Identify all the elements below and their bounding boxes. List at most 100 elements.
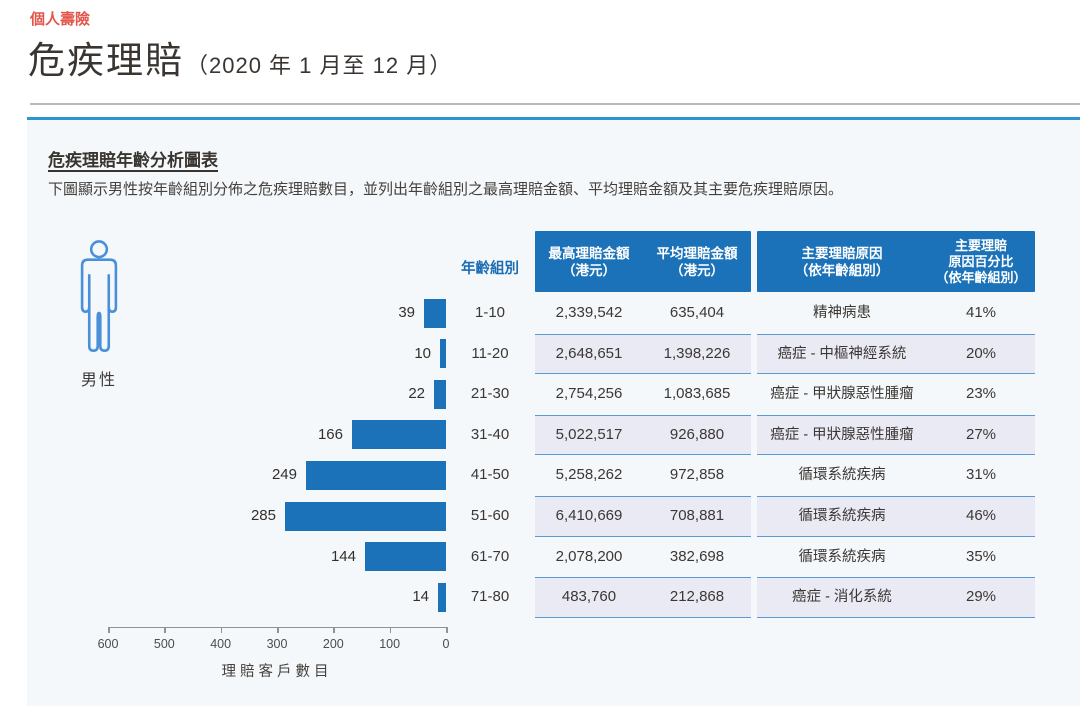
max-claim-cell: 2,339,542 — [555, 304, 623, 321]
page-title-period: （2020 年 1 月至 12 月） — [186, 53, 453, 78]
main-reason-cell: 癌症 - 甲狀腺惡性腫瘤 — [770, 426, 914, 443]
reason-pct-cell: 31% — [965, 466, 997, 484]
age-group-cell: 11-20 — [471, 344, 509, 362]
x-axis-tick-label: 100 — [379, 637, 401, 651]
avg-claim-cell: 708,881 — [669, 507, 725, 524]
row-stripe-amount — [535, 577, 751, 618]
max-claim-cell: 5,258,262 — [555, 466, 623, 484]
avg-claim-cell: 212,868 — [669, 588, 725, 606]
panel-heading: 危疾理賠年齡分析圖表 — [48, 151, 218, 170]
avg-claim-cell: 382,698 — [669, 547, 725, 565]
table-row: 22 21-30 2,754,256 1,083,685 癌症 - 甲狀腺惡性腫瘤 23% — [27, 374, 1080, 415]
claims-bar — [306, 460, 446, 490]
max-claim-cell: 2,648,651 — [555, 344, 623, 362]
claims-bar — [424, 298, 446, 328]
reason-pct-cell: 29% — [965, 588, 997, 606]
gender-label: 男性 — [80, 372, 117, 389]
main-reason-cell: 精神病患 — [813, 305, 871, 321]
x-axis-tick-label: 200 — [322, 637, 344, 651]
x-axis-title: 理賠客戶數目 — [221, 664, 333, 680]
row-stripe-amount — [535, 496, 751, 537]
main-reason-cell: 癌症 - 甲狀腺惡性腫瘤 — [770, 386, 914, 403]
table-row: 249 41-50 5,258,262 972,858 循環系統疾病 31% — [27, 455, 1080, 496]
row-stripe-amount — [535, 333, 751, 375]
age-group-cell: 31-40 — [470, 425, 510, 443]
row-stripe-reason — [757, 577, 1035, 618]
reason-pct-cell: 41% — [965, 304, 997, 321]
avg-claim-cell: 1,083,685 — [663, 385, 731, 403]
page-title: 危疾理賠（2020 年 1 月至 12 月） — [28, 30, 452, 84]
claims-bar-value: 144 — [330, 547, 356, 565]
age-group-cell: 21-30 — [470, 385, 510, 403]
claims-bar — [365, 542, 446, 572]
max-claim-cell: 2,078,200 — [555, 547, 623, 565]
page-title-text: 危疾理賠 — [28, 40, 184, 81]
age-group-cell: 41-50 — [470, 466, 510, 484]
claims-bar — [285, 501, 446, 531]
table-row: 285 51-60 6,410,669 708,881 循環系統疾病 46% — [27, 496, 1080, 537]
row-stripe-amount — [535, 414, 751, 456]
avg-claim-cell: 926,880 — [669, 425, 725, 443]
main-reason-cell: 癌症 - 消化系統 — [792, 589, 892, 606]
claims-bar-value: 22 — [408, 385, 425, 403]
claims-bar-value: 14 — [412, 588, 429, 606]
table-row: 14 71-80 483,760 212,868 癌症 - 消化系統 29% — [27, 577, 1080, 618]
reason-pct-cell: 27% — [965, 425, 997, 443]
x-axis-tick-label: 0 — [442, 637, 450, 651]
avg-claim-cell: 635,404 — [669, 304, 725, 321]
claims-bar — [434, 379, 446, 409]
table-row: 10 11-20 2,648,651 1,398,226 癌症 - 中樞神經系統 20% — [27, 333, 1080, 375]
age-group-cell: 71-80 — [470, 588, 510, 606]
x-axis-tick-label: 300 — [266, 637, 288, 651]
column-header-avg-claim: 平均理賠金額 （港元） — [656, 245, 738, 278]
category-label: 個人壽險 — [30, 11, 91, 28]
claims-bar — [352, 420, 446, 450]
claims-bar-value: 166 — [317, 425, 343, 443]
max-claim-cell: 5,022,517 — [555, 425, 623, 443]
max-claim-cell: 2,754,256 — [555, 385, 623, 403]
x-axis-tick — [220, 627, 223, 633]
table-row: 39 1-10 2,339,542 635,404 精神病患 41% — [27, 293, 1080, 334]
age-group-cell: 1-10 — [474, 304, 506, 321]
x-axis-tick — [446, 627, 448, 633]
row-stripe-reason — [757, 414, 1035, 456]
reason-pct-cell: 20% — [965, 344, 997, 362]
x-axis-tick — [333, 627, 335, 633]
claims-bar-value: 10 — [414, 344, 431, 362]
x-axis-tick-label: 600 — [97, 637, 119, 651]
x-axis-tick — [389, 627, 392, 633]
column-header-age-group: 年齡組別 — [461, 261, 519, 277]
column-header-reason-percentage: 主要理賠 原因百分比 （依年齡組別） — [935, 237, 1027, 285]
max-claim-cell: 6,410,669 — [555, 507, 623, 524]
x-axis-tick — [164, 627, 166, 633]
x-axis-tick-label: 400 — [210, 637, 232, 651]
row-stripe-reason — [757, 333, 1035, 375]
reason-header-box: 主要理賠原因 （依年齡組別） 主要理賠 原因百分比 （依年齡組別） — [757, 231, 1035, 292]
claims-bar — [438, 582, 446, 612]
reason-pct-cell: 46% — [965, 507, 997, 524]
claims-bar — [440, 339, 446, 369]
column-header-max-claim: 最高理賠金額 （港元） — [548, 245, 630, 278]
column-header-main-reason: 主要理賠原因 （依年齡組別） — [794, 245, 890, 278]
reason-pct-cell: 35% — [965, 547, 997, 565]
title-divider — [30, 103, 1080, 105]
claims-bar-value: 39 — [398, 304, 415, 321]
table-row: 144 61-70 2,078,200 382,698 循環系統疾病 35% — [27, 537, 1080, 578]
age-group-cell: 61-70 — [470, 547, 510, 565]
main-reason-cell: 癌症 - 中樞神經系統 — [777, 345, 907, 362]
max-claim-cell: 483,760 — [561, 588, 617, 606]
analysis-panel: 危疾理賠年齡分析圖表 下圖顯示男性按年齡組別分佈之危疾理賠數目，並列出年齡組別之… — [27, 117, 1080, 706]
main-reason-cell: 循環系統疾病 — [798, 467, 886, 484]
reason-pct-cell: 23% — [965, 385, 997, 403]
panel-description: 下圖顯示男性按年齡組別分佈之危疾理賠數目，並列出年齡組別之最高理賠金額、平均理賠… — [48, 181, 844, 198]
amount-header-box: 最高理賠金額 （港元） 平均理賠金額 （港元） — [535, 231, 751, 292]
row-stripe-reason — [757, 496, 1035, 537]
claims-bar-value: 285 — [250, 507, 276, 524]
age-group-cell: 51-60 — [470, 507, 510, 524]
claims-bar-value: 249 — [271, 466, 297, 484]
avg-claim-cell: 1,398,226 — [663, 344, 731, 362]
main-reason-cell: 循環系統疾病 — [798, 548, 886, 565]
x-axis-tick — [108, 627, 110, 633]
x-axis-tick-label: 500 — [153, 637, 175, 651]
male-person-icon — [47, 240, 151, 356]
